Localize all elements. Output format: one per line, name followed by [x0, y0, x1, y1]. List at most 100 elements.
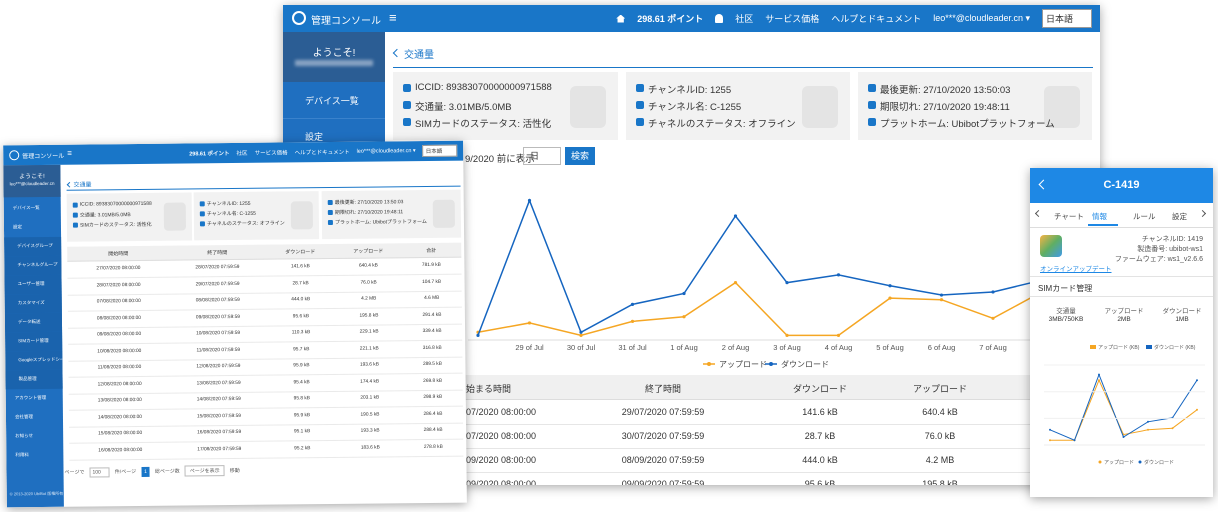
card-icon	[72, 222, 78, 228]
pagination-item[interactable]: 100	[89, 466, 110, 478]
top-link[interactable]: サービス価格	[254, 150, 288, 157]
card-text: 最後更新: 27/10/2020 13:50:03	[334, 199, 404, 206]
sidebar-footer: © 2013-2020 UbiBot 版権所有	[9, 490, 64, 497]
search-button[interactable]: 検索	[565, 147, 595, 165]
sidebar-item[interactable]: カスタマイズ	[4, 293, 62, 314]
sidebar-label: デバイス一覧	[305, 96, 359, 106]
sim-value: 3MB/750KB	[1048, 316, 1084, 323]
series-line	[477, 281, 1045, 337]
menu-toggle[interactable]: ≡	[389, 10, 397, 25]
sidebar-item[interactable]: ユーザー管理	[4, 274, 62, 295]
card-icon	[327, 219, 333, 226]
table-cell: 14/08/2020 08:00:00	[97, 414, 142, 420]
table-cell: 12/08/2020 08:00:00	[97, 381, 142, 387]
top-link[interactable]: 社区	[735, 14, 754, 24]
card-text: チャンネル名: C-1255	[206, 210, 256, 218]
tab-next[interactable]	[1198, 209, 1207, 218]
info-card: チャンネルID: 1255 チャンネル名: C-1255 チャネルのステータス: オ…	[626, 72, 850, 140]
table-cell: 95.1 kB	[293, 429, 311, 435]
sidebar-item[interactable]: 会社管理	[6, 408, 63, 428]
table-cell: 291.4 kB	[422, 312, 442, 318]
pagination-item[interactable]: 1	[141, 466, 150, 477]
card-icon	[72, 212, 78, 218]
table-cell: 95.6 kB	[804, 479, 836, 485]
menu-toggle[interactable]: ≡	[67, 148, 72, 158]
tab[interactable]: ルール	[1133, 212, 1156, 221]
update-link[interactable]: オンラインアップデート	[1040, 266, 1112, 273]
points[interactable]: 298.61 ポイント	[189, 151, 230, 158]
tab[interactable]: 情報	[1092, 212, 1107, 221]
table-cell: 07/2020 08:00:00	[466, 407, 537, 417]
sidebar-item[interactable]: データ転送	[4, 312, 63, 333]
user-menu[interactable]: leo***@cloudleader.cn ▾	[933, 13, 1030, 23]
blurred-email	[295, 60, 373, 66]
card-text: チャネルのステータス: オフライン	[648, 119, 796, 130]
tab[interactable]: チャート	[1054, 212, 1084, 221]
x-tick-label: 29 of Jul	[515, 343, 544, 352]
header-cell: 終了時間	[644, 384, 681, 394]
top-right: 298.61 ポイント 社区 サービス価格 ヘルプとドキュメント leo***@clou…	[189, 144, 458, 160]
table-cell: 09/2020 08:00:00	[466, 479, 537, 485]
sidebar-item[interactable]: 設定	[4, 218, 61, 238]
tab[interactable]: 設定	[1172, 212, 1187, 221]
sidebar-item[interactable]: 利用料	[6, 446, 63, 466]
sidebar-item[interactable]: デバイスグループ	[4, 236, 62, 257]
top-link[interactable]: ヘルプとドキュメント	[831, 14, 922, 24]
table-cell: 95.6 kB	[292, 313, 310, 319]
sidebar-item[interactable]: アカウント管理	[6, 389, 63, 409]
top-link[interactable]: サービス価格	[765, 14, 820, 24]
brand: 管理コンソール	[22, 153, 65, 161]
top-link[interactable]: ヘルプとドキュメント	[294, 149, 350, 157]
top-right: 298.61 ポイント 社区 サービス価格 ヘルプとドキュメント leo***@clou…	[616, 9, 1092, 28]
sidebar-label: チャンネルグループ	[17, 261, 58, 268]
points[interactable]: 298.61 ポイント	[637, 14, 704, 24]
back-chevron[interactable]	[66, 181, 73, 188]
sidebar-item[interactable]: 製品管理	[5, 369, 63, 390]
language-select[interactable]: 日本語	[1041, 9, 1092, 28]
bell-icon[interactable]	[715, 14, 724, 23]
sidebar-item[interactable]: お知らせ	[6, 427, 63, 447]
legend-label: ダウンロード	[1144, 459, 1174, 466]
top-bar: 管理コンソール ≡ 298.61 ポイント 社区 サービス価格 ヘルプとドキュメント leo…	[283, 5, 1100, 32]
sidebar-item[interactable]: デバイス一覧	[4, 199, 61, 219]
user-menu[interactable]: leo***@cloudleader.cn ▾	[356, 148, 416, 155]
x-tick-label: 30 of Jul	[567, 343, 596, 352]
pagination: ページで 100 件/ページ 1 総ページ数 ページを表示 移動	[64, 465, 240, 478]
x-tick-label: 4 of Aug	[825, 343, 853, 352]
card-icon	[636, 101, 644, 109]
point	[630, 319, 635, 323]
language-select[interactable]: 日本語	[422, 144, 458, 158]
header-cell: 合計	[426, 247, 437, 254]
home-icon[interactable]	[616, 14, 626, 23]
point	[1171, 427, 1174, 430]
table-cell: 95.4 kB	[293, 379, 310, 385]
sidebar-item[interactable]: SIMカード管理	[5, 331, 63, 352]
table-cell: 08/08/2020 07:59:59	[195, 297, 240, 304]
sim-label: アップロード	[1104, 308, 1144, 315]
legend-dot	[769, 362, 773, 366]
pagination-item[interactable]: 移動	[229, 467, 240, 475]
back-chevron[interactable]	[392, 48, 402, 58]
mobile-header: C-1419	[1030, 168, 1213, 203]
sidebar-item[interactable]: Googleスプレッドシートとの連携	[5, 350, 63, 371]
sidebar-label: 設定	[12, 224, 22, 230]
table-cell: 286.4 kB	[423, 411, 443, 417]
info-card: ICCID: 89383070000000971588 交通量: 3.01MB/5…	[393, 72, 618, 140]
sim-label: ダウンロード	[1162, 308, 1202, 315]
info-card: ICCID: 89383070000000971588 交通量: 3.01MB/5…	[66, 192, 193, 242]
filter-select[interactable]: 日	[523, 147, 561, 165]
sidebar-item[interactable]: デバイス一覧	[283, 82, 385, 119]
point	[888, 284, 892, 288]
point	[733, 281, 738, 285]
table-cell: 221.1 kB	[359, 345, 379, 352]
top-link[interactable]: 社区	[236, 150, 248, 157]
x-tick-label: 5 of Aug	[876, 343, 904, 352]
tab-prev[interactable]	[1034, 209, 1043, 218]
sidebar-item[interactable]: チャンネルグループ	[4, 255, 62, 276]
card-icon	[199, 221, 205, 227]
filter-label: 9/2020 前に表示	[465, 154, 535, 165]
card-text: SIMカードのステータス: 活性化	[415, 119, 552, 130]
table-cell: 195.8 kB	[922, 479, 958, 485]
table-cell: 28.7 kB	[292, 280, 309, 286]
table-cell: 95.8 kB	[293, 396, 310, 402]
